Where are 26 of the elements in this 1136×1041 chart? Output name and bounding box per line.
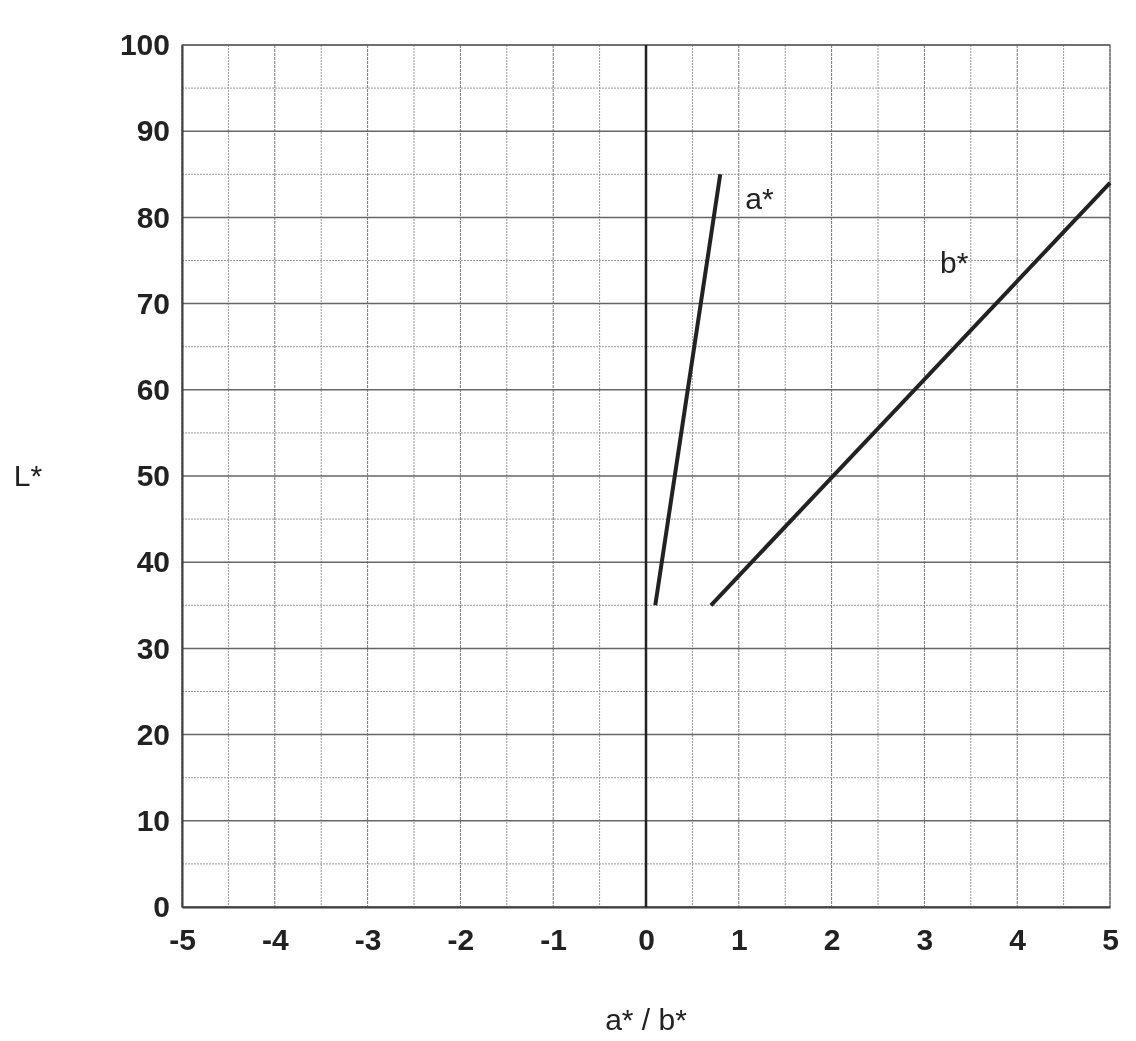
y-tick-label: 80	[136, 200, 170, 234]
x-tick-label: 4	[1009, 923, 1027, 957]
y-tick-label: 20	[136, 717, 170, 751]
x-tick-label: 1	[730, 923, 748, 957]
x-tick-label: -2	[447, 923, 475, 957]
y-tick-label: 0	[153, 890, 170, 924]
y-tick-label: 90	[136, 114, 170, 148]
y-tick-label: 30	[136, 631, 170, 665]
series-label: b*	[940, 245, 969, 279]
x-tick-label: 0	[638, 923, 655, 957]
y-tick-label: 60	[136, 372, 170, 406]
x-tick-label: 3	[916, 923, 934, 957]
x-tick-label: 2	[823, 923, 841, 957]
x-axis-title: a* / b*	[605, 1003, 688, 1036]
y-tick-label: 50	[136, 459, 170, 493]
y-tick-label: 70	[136, 286, 170, 320]
y-tick-label: 10	[136, 803, 170, 837]
x-tick-label: 5	[1102, 923, 1119, 957]
series-label: a*	[745, 182, 774, 216]
y-tick-label: 100	[119, 28, 170, 62]
x-tick-label: -3	[354, 923, 382, 957]
x-tick-label: -4	[261, 923, 289, 957]
y-axis-title: L*	[13, 459, 43, 492]
x-tick-label: -5	[169, 923, 196, 957]
y-tick-label: 40	[136, 545, 170, 579]
x-tick-label: -1	[540, 923, 568, 957]
